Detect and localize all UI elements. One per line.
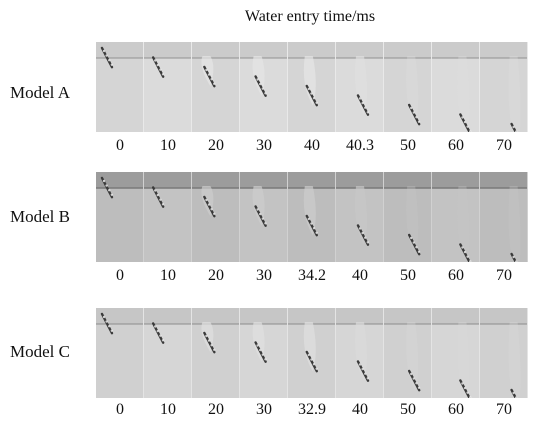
- frame-photo: [96, 42, 144, 132]
- time-tick-label: 40: [352, 401, 368, 418]
- model-b-label: Model B: [10, 207, 70, 226]
- frame-photo: [192, 308, 240, 398]
- time-tick-label: 70: [496, 401, 512, 418]
- frame-photo: [432, 42, 480, 132]
- frame-photo: [144, 42, 192, 132]
- frame-photo: [480, 172, 528, 262]
- frame-photo: [432, 308, 480, 398]
- frame-photo: [384, 42, 432, 132]
- time-tick-label: 50: [400, 401, 416, 418]
- time-tick-label: 0: [116, 267, 124, 284]
- time-tick-label: 20: [208, 137, 224, 154]
- time-tick-label: 60: [448, 137, 464, 154]
- time-tick-label: 40: [352, 267, 368, 284]
- time-tick-label: 10: [160, 137, 176, 154]
- model-c-time-row: 0 10 20 30 32.9 40 50 60 70: [96, 401, 528, 423]
- time-tick-label: 50: [400, 137, 416, 154]
- model-c-label: Model C: [10, 342, 70, 361]
- frame-photo: [240, 308, 288, 398]
- time-tick-label: 0: [116, 401, 124, 418]
- time-tick-label: 30: [256, 137, 272, 154]
- frame-photo: [96, 308, 144, 398]
- frame-photo: [192, 172, 240, 262]
- time-tick-label: 10: [160, 267, 176, 284]
- time-tick-label: 70: [496, 267, 512, 284]
- time-tick-label: 30: [256, 401, 272, 418]
- time-tick-label: 20: [208, 267, 224, 284]
- figure-title: Water entry time/ms: [244, 8, 376, 25]
- time-tick-label: 50: [400, 267, 416, 284]
- model-a-label: Model A: [10, 83, 70, 102]
- time-tick-label: 32.9: [298, 401, 326, 418]
- time-tick-label: 40: [304, 137, 320, 154]
- frame-photo: [144, 172, 192, 262]
- time-tick-label: 0: [116, 137, 124, 154]
- frame-photo: [480, 42, 528, 132]
- frame-photo: [336, 308, 384, 398]
- frame-photo: [240, 172, 288, 262]
- time-tick-label: 60: [448, 401, 464, 418]
- frame-photo: [240, 42, 288, 132]
- frame-photo: [288, 42, 336, 132]
- frame-photo: [336, 172, 384, 262]
- time-tick-label: 70: [496, 137, 512, 154]
- time-tick-label: 60: [448, 267, 464, 284]
- model-c-image-strip: [96, 308, 528, 398]
- frame-photo: [480, 308, 528, 398]
- time-tick-label: 20: [208, 401, 224, 418]
- time-tick-label: 30: [256, 267, 272, 284]
- model-b-time-row: 0 10 20 30 34.2 40 50 60 70: [96, 267, 528, 289]
- frame-photo: [144, 308, 192, 398]
- frame-photo: [336, 42, 384, 132]
- frame-photo: [384, 308, 432, 398]
- model-a-time-row: 0 10 20 30 40 40.3 50 60 70: [96, 137, 528, 159]
- time-tick-label: 10: [160, 401, 176, 418]
- model-b-image-strip: [96, 172, 528, 262]
- frame-photo: [384, 172, 432, 262]
- frame-photo: [288, 308, 336, 398]
- time-tick-label: 34.2: [298, 267, 326, 284]
- frame-photo: [192, 42, 240, 132]
- model-a-image-strip: [96, 42, 528, 132]
- time-tick-label: 40.3: [346, 137, 374, 154]
- frame-photo: [288, 172, 336, 262]
- frame-photo: [432, 172, 480, 262]
- frame-photo: [96, 172, 144, 262]
